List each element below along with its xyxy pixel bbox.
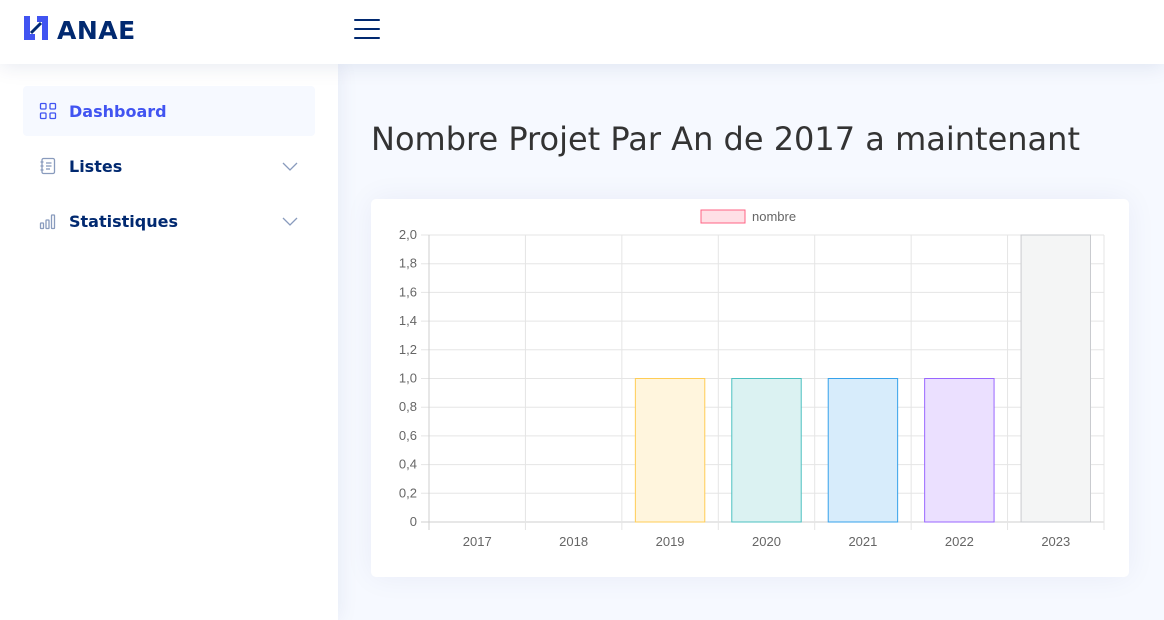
y-tick-label: 0,8 — [399, 399, 417, 414]
x-tick-label: 2023 — [1041, 534, 1070, 549]
sidebar-item-dashboard[interactable]: Dashboard — [23, 86, 315, 136]
hamburger-menu-icon[interactable] — [354, 17, 380, 41]
chart-card: 0 0,2 0,4 0,6 0,8 1,0 1,2 1,4 1,6 1,8 2,0 2017 2018 2… — [371, 199, 1129, 577]
x-tick-label: 2020 — [752, 534, 781, 549]
x-tick-label: 2017 — [463, 534, 492, 549]
chart-legend[interactable]: nombre — [700, 209, 796, 224]
brand-name: ANAE — [57, 15, 136, 45]
page-title: Nombre Projet Par An de 2017 a maintenan… — [371, 120, 1080, 158]
legend-swatch — [700, 209, 746, 224]
x-tick-label: 2018 — [559, 534, 588, 549]
y-tick-label: 0,4 — [399, 457, 417, 472]
bar-chart-icon — [39, 212, 57, 230]
x-tick-label: 2022 — [945, 534, 974, 549]
sidebar-item-label: Listes — [69, 156, 123, 176]
y-tick-label: 1,0 — [399, 371, 417, 386]
y-tick-label: 1,4 — [399, 313, 417, 328]
sidebar-item-label: Dashboard — [69, 101, 167, 121]
top-header: ANAE — [0, 0, 1164, 64]
main-content: Nombre Projet Par An de 2017 a maintenan… — [338, 64, 1164, 620]
bar-2020 — [731, 378, 802, 523]
y-tick-label: 0 — [410, 514, 417, 529]
x-tick-label: 2019 — [656, 534, 685, 549]
y-tick-label: 2,0 — [399, 227, 417, 242]
brand-logo[interactable]: ANAE — [22, 15, 136, 45]
y-tick-label: 1,6 — [399, 284, 417, 299]
y-tick-label: 0,6 — [399, 428, 417, 443]
grid-icon — [39, 102, 57, 120]
chevron-down-icon[interactable] — [281, 212, 299, 230]
sidebar: Dashboard Listes — [0, 64, 338, 620]
bar-chart: 0 0,2 0,4 0,6 0,8 1,0 1,2 1,4 1,6 1,8 2,0 2017 2018 2… — [399, 209, 1105, 549]
journal-text-icon — [39, 157, 57, 175]
anae-logo-icon — [22, 14, 50, 46]
y-tick-label: 1,8 — [399, 256, 417, 271]
sidebar-item-label: Statistiques — [69, 211, 178, 231]
bar-2019 — [634, 378, 706, 523]
legend-label: nombre — [752, 209, 796, 224]
bar-2022 — [924, 378, 995, 523]
chevron-down-icon[interactable] — [281, 157, 299, 175]
y-tick-label: 0,2 — [399, 485, 417, 500]
bar-2023 — [1020, 234, 1091, 523]
x-tick-label: 2021 — [848, 534, 877, 549]
sidebar-item-statistiques[interactable]: Statistiques — [23, 196, 315, 246]
y-tick-label: 1,2 — [399, 342, 417, 357]
sidebar-item-listes[interactable]: Listes — [23, 141, 315, 191]
bar-2021 — [827, 378, 899, 523]
